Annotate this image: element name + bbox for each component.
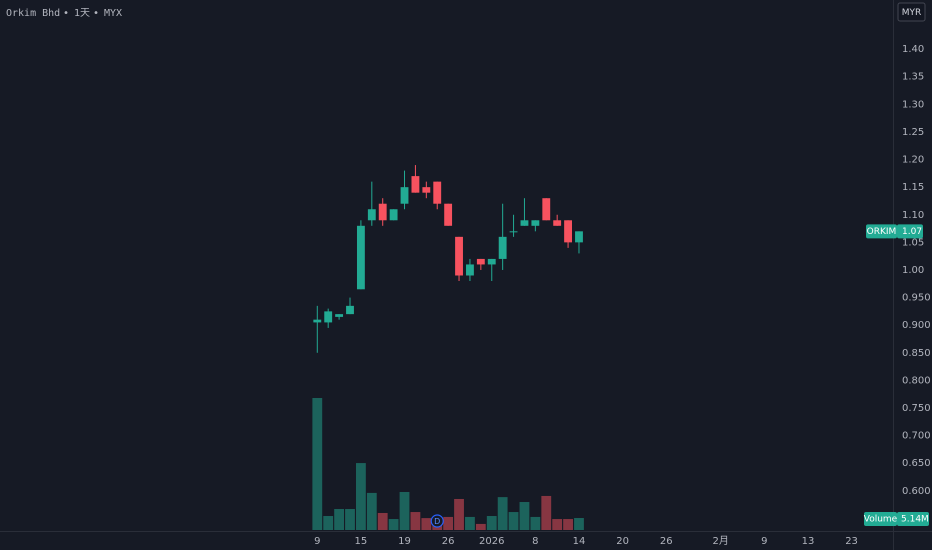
candle-body <box>575 231 583 243</box>
x-tick-label: 2026 <box>479 536 504 547</box>
candle-body <box>487 258 496 265</box>
separator: • <box>93 8 99 19</box>
candle-body <box>498 236 507 259</box>
volume-bar <box>486 516 497 530</box>
candle-body <box>389 209 398 221</box>
x-tick-label: 23 <box>845 536 858 547</box>
x-tick-label: 13 <box>802 536 815 547</box>
volume-bar <box>377 512 388 530</box>
candle-body <box>324 311 333 323</box>
price-badge-name: ORKIM <box>867 227 897 237</box>
y-tick-label: 0.900 <box>902 320 931 331</box>
candle-body <box>455 236 463 276</box>
event-marker <box>430 514 444 528</box>
x-tick-label: 8 <box>532 536 538 547</box>
volume-bar <box>443 516 454 530</box>
volume-bar <box>334 509 345 530</box>
price-badge-bg <box>897 224 923 239</box>
volume-bar <box>563 519 573 530</box>
y-tick-label: 1.30 <box>902 99 924 110</box>
y-tick-label: 0.700 <box>902 431 931 442</box>
candle-body <box>564 220 572 243</box>
x-tick-label: 26 <box>660 536 673 547</box>
candle-body <box>422 187 431 193</box>
volume-bar <box>388 519 399 530</box>
volume-bar <box>366 492 377 530</box>
y-tick-label: 0.800 <box>902 375 931 386</box>
volume-badge-name-bg <box>864 512 897 526</box>
candle-body <box>466 264 474 276</box>
separator: • <box>63 8 69 19</box>
y-tick-label: 1.40 <box>902 44 924 55</box>
volume-bar <box>497 497 508 530</box>
candle-body <box>520 220 529 226</box>
volume-bar <box>312 398 323 530</box>
candle-body <box>531 220 540 226</box>
x-tick-label: 15 <box>355 536 368 547</box>
price-badge-value: 1.07 <box>902 227 922 237</box>
volume-bar <box>519 502 530 530</box>
candle-body <box>476 258 485 265</box>
y-tick-label: 1.20 <box>902 155 924 166</box>
x-tick-label: 26 <box>442 536 455 547</box>
x-tick-label: 14 <box>573 536 586 547</box>
event-marker-label: D <box>434 517 440 526</box>
y-tick-label: 1.25 <box>902 127 924 138</box>
volume-bar <box>410 512 421 530</box>
x-tick-label: 20 <box>616 536 629 547</box>
y-tick-label: 0.850 <box>902 348 931 359</box>
volume-bar <box>399 491 410 530</box>
volume-bar <box>345 509 355 530</box>
volume-badge-bg <box>897 512 929 526</box>
x-tick-label: 19 <box>398 536 411 547</box>
volume-bar <box>530 516 541 530</box>
currency-button[interactable] <box>897 2 926 22</box>
y-tick-label: 0.750 <box>902 403 931 414</box>
candle-body <box>509 231 518 233</box>
candle-body <box>378 203 387 221</box>
candle-body <box>444 203 453 226</box>
volume-bar <box>421 518 432 530</box>
interval: 1天 <box>74 8 90 19</box>
y-tick-label: 0.950 <box>902 293 931 304</box>
volume-bar <box>508 512 519 530</box>
y-tick-label: 1.35 <box>902 72 924 83</box>
volume-bar <box>454 498 464 530</box>
y-tick-label: 0.650 <box>902 458 931 469</box>
volume-bar <box>465 516 475 530</box>
x-tick-label: 9 <box>761 536 767 547</box>
volume-badge-value: 5.14M <box>901 515 929 525</box>
candle-body <box>313 319 322 323</box>
candle-body <box>553 220 562 226</box>
candle-body <box>400 187 409 204</box>
volume-bar <box>356 463 366 530</box>
x-tick-label: 2月 <box>713 535 729 547</box>
currency[interactable]: MYR <box>902 8 922 18</box>
candle-body <box>367 209 376 221</box>
volume-bar <box>323 516 334 530</box>
x-tick-label: 9 <box>314 536 320 547</box>
symbol: Orkim Bhd <box>6 8 60 19</box>
candle-body <box>411 176 420 193</box>
candle-body <box>346 305 354 315</box>
candle-body <box>433 181 442 204</box>
y-tick-label: 0.600 <box>902 486 931 497</box>
price-badge-name-bg <box>866 224 897 239</box>
exchange: MYX <box>104 8 122 19</box>
y-tick-label: 1.00 <box>902 265 924 276</box>
y-tick-label: 1.05 <box>902 237 924 248</box>
volume-bar <box>541 495 552 530</box>
candle-body <box>335 314 344 317</box>
candle-body <box>356 225 365 290</box>
volume-bar <box>574 518 584 530</box>
volume-bar <box>552 519 563 530</box>
volume-bar <box>475 523 486 530</box>
y-tick-label: 1.10 <box>902 210 924 221</box>
y-tick-label: 1.15 <box>902 182 924 193</box>
volume-badge-name: Volume <box>864 515 898 525</box>
candle-body <box>542 198 551 221</box>
